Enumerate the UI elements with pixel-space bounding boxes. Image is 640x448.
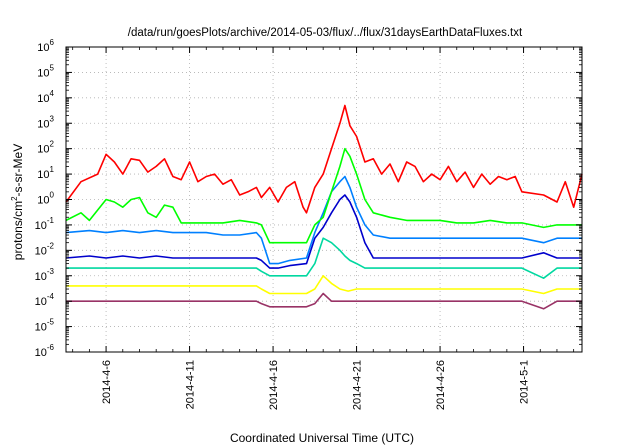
y-tick-labels: 10-6 10-5 10-4 10-3 10-2 10-1 100 101 102 103 104 1… <box>35 38 55 359</box>
chart-title: /data/run/goesPlots/archive/2014-05-03/f… <box>128 27 523 39</box>
series-line <box>65 147 582 244</box>
x-tick-label: 2014-4-26 <box>435 360 447 410</box>
y-tick-label: 10-3 <box>35 267 55 283</box>
y-tick-label: 101 <box>37 165 54 181</box>
y-tick-label: 10-5 <box>35 318 55 334</box>
y-axis-title-part1: protons/cm <box>11 201 25 260</box>
y-axis-title-sup: 2 <box>10 196 19 201</box>
series-layer <box>65 104 583 310</box>
y-tick-label: 10-6 <box>35 343 55 359</box>
plot-frame <box>65 46 583 353</box>
y-axis-title-part2: -s-sr-MeV <box>11 144 25 197</box>
series-line <box>65 104 583 214</box>
y-tick-label: 106 <box>37 38 54 54</box>
y-tick-label: 105 <box>37 63 54 79</box>
y-tick-label: 10-2 <box>35 241 55 257</box>
series-line <box>65 175 582 265</box>
x-tick-label: 2014-4-21 <box>352 360 364 410</box>
y-tick-label: 104 <box>37 89 54 105</box>
y-tick-label: 10-1 <box>35 216 55 232</box>
x-tick-label: 2014-4-16 <box>268 360 280 410</box>
series-line <box>66 237 582 279</box>
x-tick-label: 2014-4-6 <box>101 360 113 404</box>
y-axis-title: protons/cm2-s-sr-MeV <box>10 144 25 260</box>
y-tick-label: 10-4 <box>35 292 55 308</box>
series-line <box>66 292 582 310</box>
axis-ticks <box>66 46 582 353</box>
y-tick-label: 102 <box>37 140 54 156</box>
x-tick-labels: 2014-4-6 2014-4-11 2014-4-16 2014-4-21 2014-… <box>101 360 530 410</box>
grid-lines <box>66 47 582 352</box>
y-tick-label: 103 <box>37 114 54 130</box>
y-tick-label: 100 <box>37 191 54 207</box>
x-axis-title: Coordinated Universal Time (UTC) <box>230 431 414 445</box>
series-line <box>65 194 582 269</box>
x-tick-label: 2014-4-11 <box>185 360 197 409</box>
series-line <box>66 275 582 295</box>
x-tick-label: 2014-5-1 <box>519 360 531 404</box>
